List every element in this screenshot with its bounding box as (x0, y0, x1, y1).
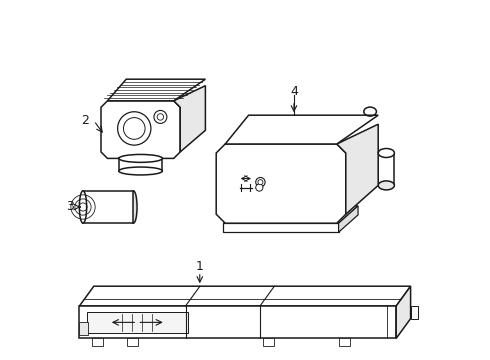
Text: 4: 4 (290, 85, 298, 98)
Polygon shape (216, 144, 346, 223)
Ellipse shape (119, 167, 162, 175)
Circle shape (256, 177, 265, 187)
Text: 1: 1 (196, 260, 204, 273)
Polygon shape (263, 338, 274, 346)
Ellipse shape (130, 191, 137, 223)
Polygon shape (87, 312, 188, 333)
Circle shape (154, 111, 167, 123)
Text: 3: 3 (67, 201, 74, 213)
Polygon shape (79, 322, 88, 335)
Polygon shape (378, 153, 394, 185)
Ellipse shape (79, 191, 87, 223)
Polygon shape (337, 124, 378, 214)
Circle shape (256, 184, 263, 191)
Polygon shape (223, 206, 358, 223)
Polygon shape (119, 158, 162, 171)
Polygon shape (225, 115, 378, 144)
Polygon shape (339, 206, 358, 232)
Polygon shape (83, 191, 133, 223)
Ellipse shape (119, 154, 162, 162)
Polygon shape (101, 101, 180, 158)
Ellipse shape (118, 112, 151, 145)
Polygon shape (107, 79, 205, 101)
Polygon shape (92, 338, 103, 346)
Polygon shape (79, 286, 411, 306)
Text: 2: 2 (81, 114, 89, 127)
Polygon shape (223, 223, 339, 232)
Polygon shape (79, 306, 396, 338)
Polygon shape (411, 306, 418, 319)
Polygon shape (339, 338, 350, 346)
Circle shape (258, 180, 263, 185)
Polygon shape (127, 338, 138, 346)
Polygon shape (174, 86, 205, 152)
Ellipse shape (378, 148, 394, 157)
Ellipse shape (378, 181, 394, 190)
Circle shape (157, 114, 164, 120)
Ellipse shape (123, 118, 145, 139)
Polygon shape (396, 286, 411, 338)
